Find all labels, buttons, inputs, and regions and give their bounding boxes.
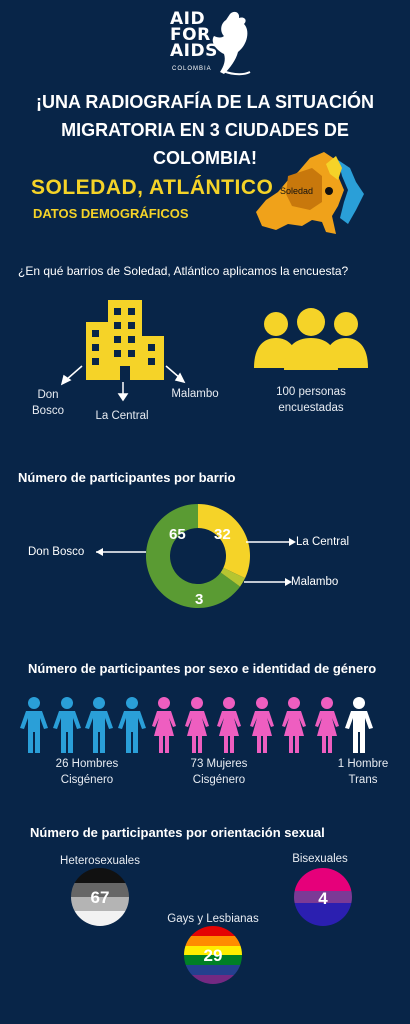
label-gay: Gays y Lesbianas [167,913,259,925]
dove-icon [212,11,251,76]
female-person-icon [152,697,176,753]
logo-sub: COLOMBIA [172,66,212,72]
barrio-donut-chart: 65 32 3 [146,504,250,608]
barrio-don-bosco: Don Bosco [32,389,64,417]
female-person-icon [314,697,339,753]
logo-line3: AIDS [170,41,218,61]
barrio-la-central: La Central [95,410,149,422]
rainbow-flag-icon: 29 [184,926,242,984]
legend-malambo: Malambo [291,576,339,588]
label-hetero: Heterosexuales [60,855,140,867]
city-title: SOLEDAD, ATLÁNTICO [31,176,274,199]
arrow-right-icon [246,538,296,546]
donut-label-la-central: 32 [214,526,231,543]
legend-don-bosco: Don Bosco [28,546,85,558]
persons-count: 100 personas encuestadas [276,386,346,414]
gender-people-row [18,696,382,754]
male-person-icon [117,697,146,753]
page-title: ¡UNA RADIOGRAFÍA DE LA SITUACIÓN MIGRATO… [36,92,374,168]
bi-flag-icon: 4 [294,868,352,926]
trans-person-icon [345,697,373,753]
hetero-value: 67 [91,888,110,907]
aid-for-aids-logo: AID FOR AIDS COLOMBIA [170,9,251,80]
section-title-orientacion: Número de participantes por orientación … [30,825,325,840]
label-mujeres: 73 Mujeres Cisgénero [190,758,248,786]
building-icon [86,300,164,380]
survey-question: ¿En qué barrios de Soledad, Atlántico ap… [18,264,349,278]
label-bi: Bisexuales [292,853,348,865]
male-person-icon [52,697,81,753]
donut-slice-malambo [220,567,246,587]
atlantico-map-icon: Soledad [256,152,364,234]
male-person-icon [85,697,113,753]
barrio-malambo: Malambo [171,388,219,400]
donut-label-don-bosco: 65 [169,526,186,543]
male-person-icon [20,697,48,753]
hetero-flag-icon: 67 [71,868,129,926]
female-person-icon [184,697,209,753]
people-group-icon [254,308,368,370]
gay-value: 29 [204,946,223,965]
donut-slice-la-central [198,504,250,579]
arrow-left-icon [96,548,146,556]
label-trans: 1 Hombre Trans [337,758,389,786]
bi-value: 4 [318,889,328,908]
donut-label-malambo: 3 [195,591,203,608]
logo-line1: AID [170,9,206,29]
female-person-icon [282,697,306,753]
donut-slice-don-bosco [146,504,241,608]
section-subtitle: DATOS DEMOGRÁFICOS [33,206,189,221]
logo-line2: FOR [170,25,211,45]
legend-la-central: La Central [296,536,350,548]
female-person-icon [249,697,274,753]
map-label: Soledad [280,186,313,196]
section-title-barrio: Número de participantes por barrio [18,470,236,485]
arrow-right-icon [244,578,292,586]
map-marker-icon [325,187,333,195]
female-person-icon [217,697,241,753]
label-hombres: 26 Hombres Cisgénero [55,758,119,786]
section-title-sexo: Número de participantes por sexo e ident… [28,661,377,676]
barrio-arrows [60,365,186,402]
